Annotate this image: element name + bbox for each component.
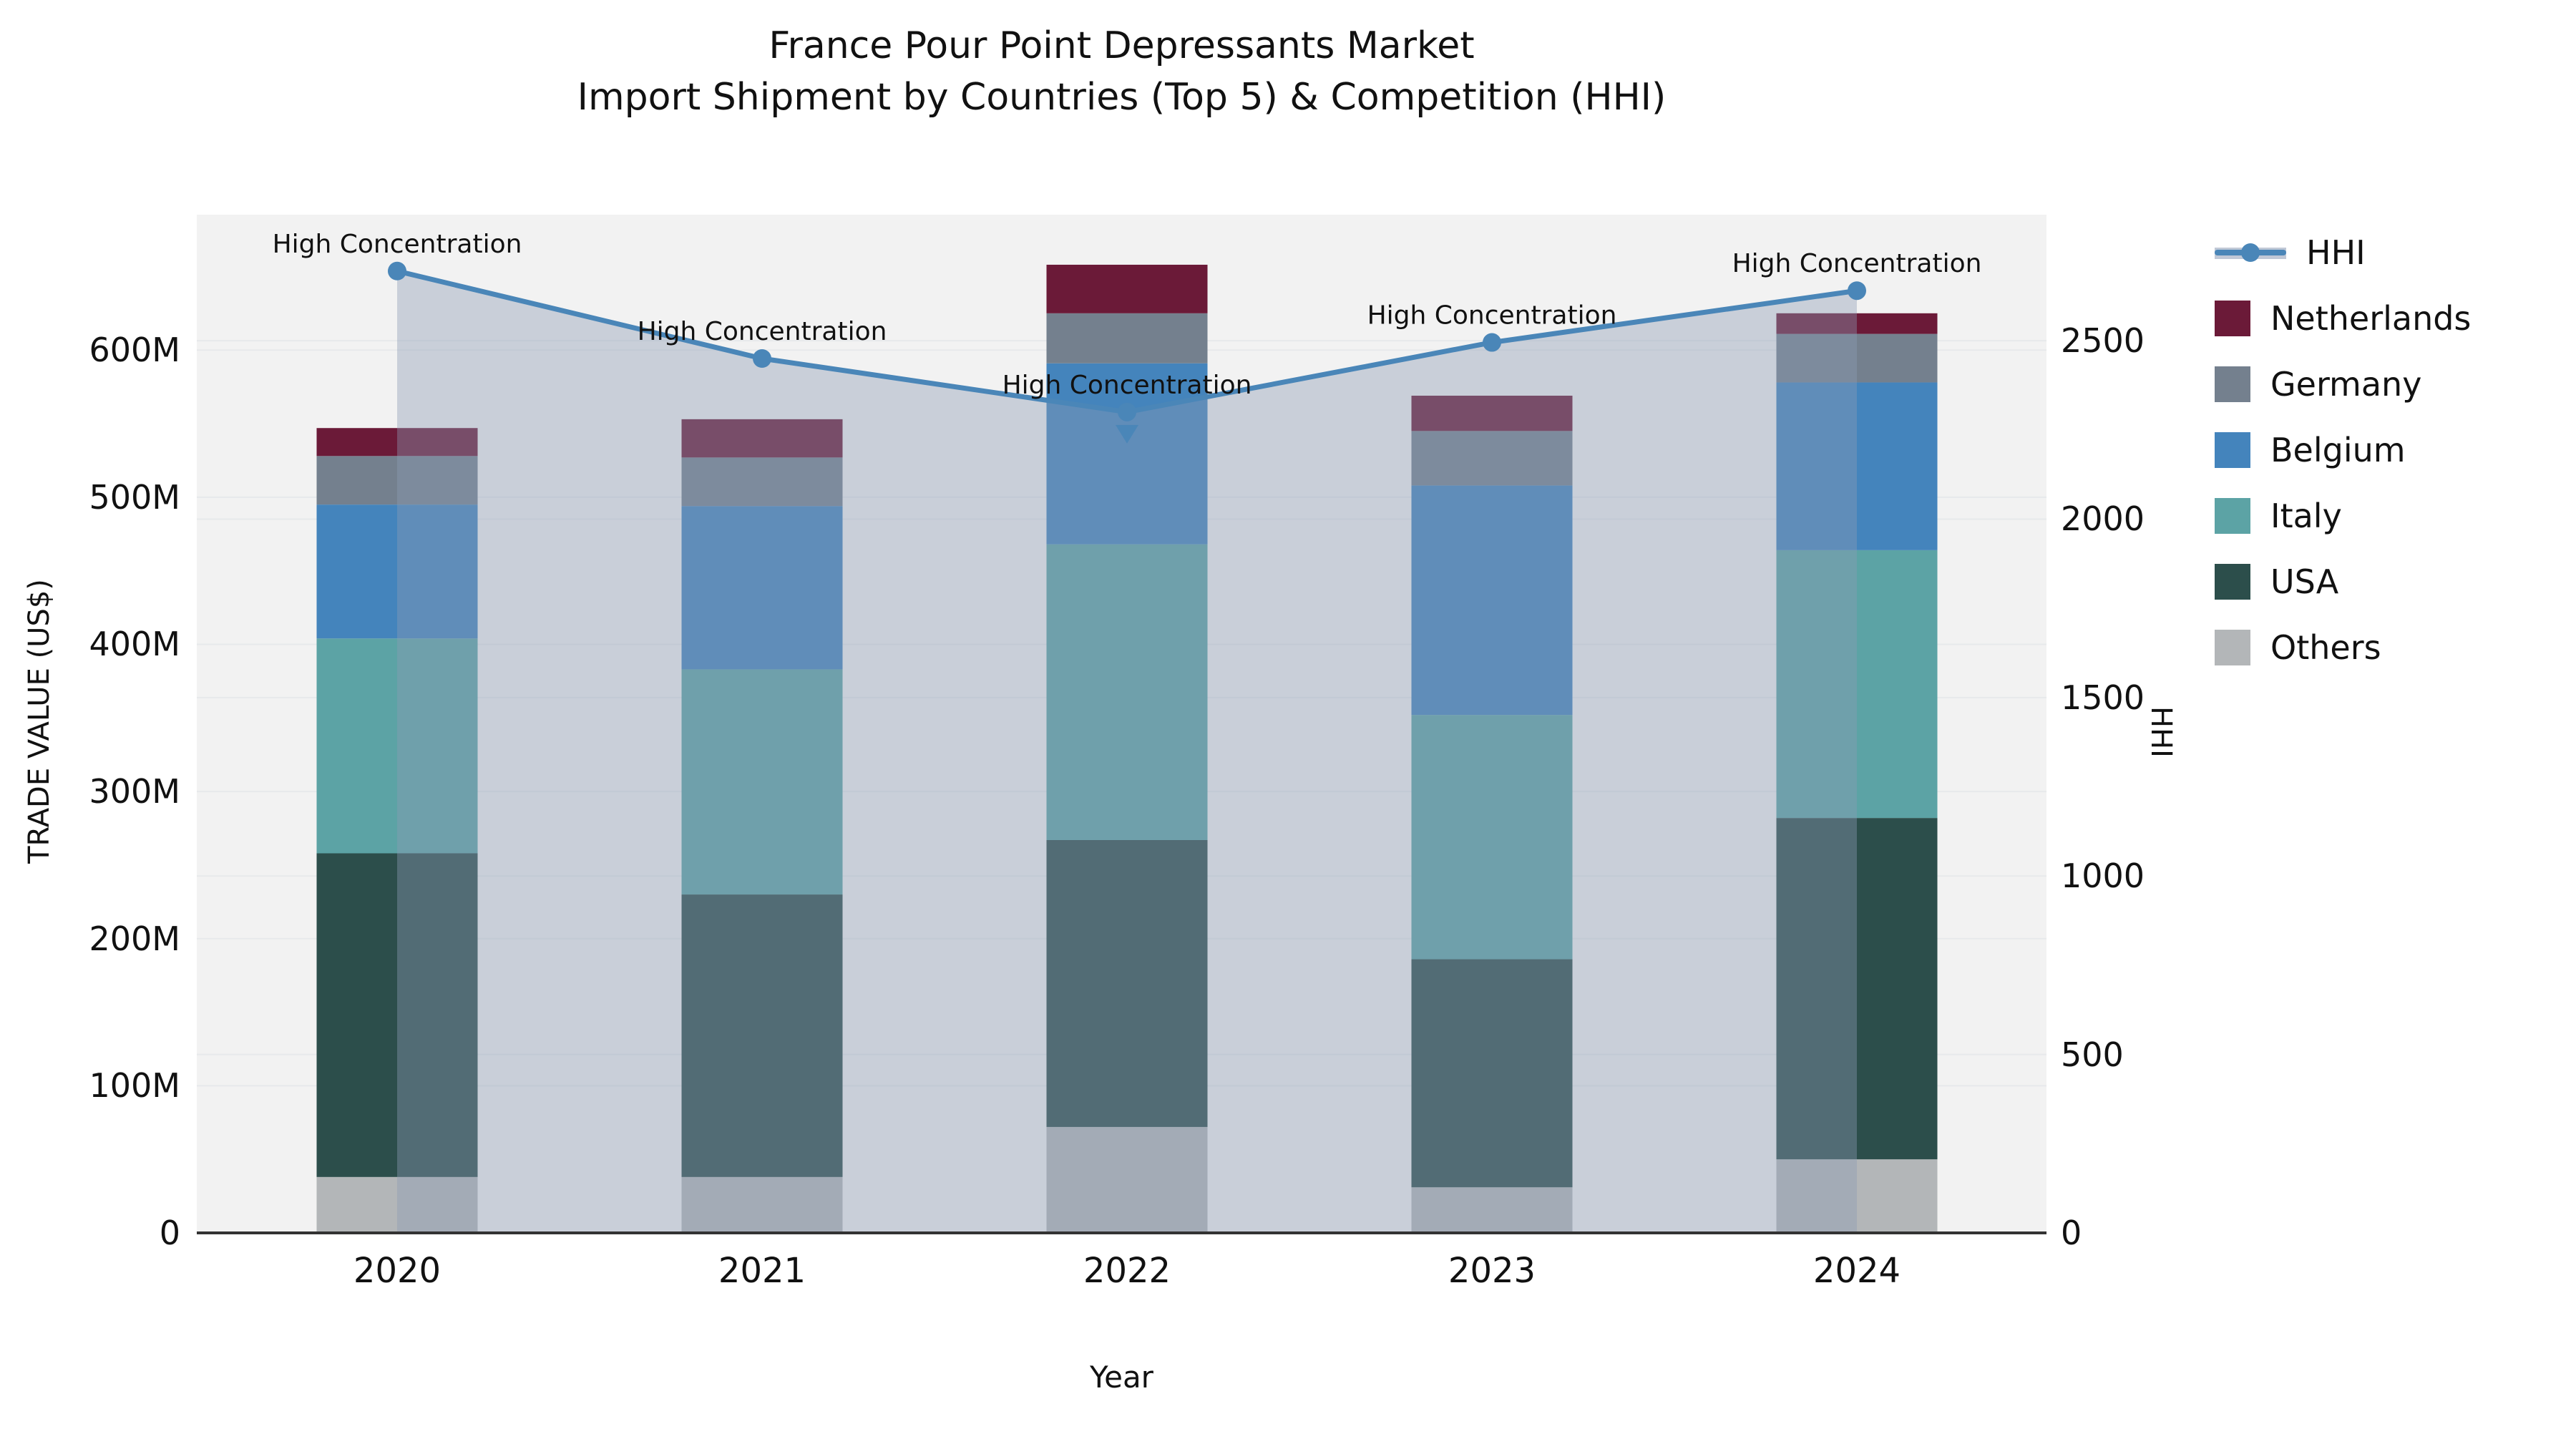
left-axis-label: TRADE VALUE (US$) bbox=[23, 579, 56, 864]
annotation-label-2022: High Concentration bbox=[1002, 371, 1252, 400]
bar-segment-germany-2022 bbox=[1046, 313, 1208, 364]
legend-item-germany: Germany bbox=[2215, 362, 2471, 406]
legend-item-usa: USA bbox=[2215, 560, 2471, 604]
bar-segment-italy-2021 bbox=[681, 669, 843, 895]
hhi-area bbox=[397, 270, 1857, 1234]
legend-label: HHI bbox=[2306, 233, 2366, 272]
bar-segment-italy-2024 bbox=[1776, 550, 1938, 819]
legend-item-hhi: HHI bbox=[2215, 230, 2471, 275]
bar-segment-germany-2021 bbox=[681, 457, 843, 507]
x-tick-label-2022: 2022 bbox=[1083, 1251, 1171, 1291]
right-tick-label-2000: 2000 bbox=[2061, 499, 2145, 539]
legend: HHI Netherlands Germany Belgium Italy USA Othe… bbox=[2215, 230, 2471, 670]
bar-segment-italy-2023 bbox=[1411, 715, 1573, 960]
bar-segment-germany-2024 bbox=[1776, 333, 1938, 383]
legend-label: USA bbox=[2270, 562, 2339, 601]
hhi-marker-2024 bbox=[1848, 281, 1866, 301]
bar-segment-others-2020 bbox=[316, 1176, 478, 1233]
bar-segment-italy-2020 bbox=[316, 638, 478, 854]
hhi-area-fill bbox=[397, 270, 1857, 1234]
plot-area: High Concentration High Concentration High… bbox=[197, 215, 2046, 1234]
bar-segment-netherlands-2023 bbox=[1411, 395, 1573, 431]
chart-title-block: France Pour Point Depressants Market Imp… bbox=[197, 20, 2046, 123]
legend-color-swatch-icon bbox=[2215, 564, 2250, 600]
left-tick-label-200M: 200M bbox=[89, 919, 181, 958]
x-axis-label: Year bbox=[1090, 1360, 1153, 1395]
right-tick-label-1000: 1000 bbox=[2061, 857, 2145, 896]
annotation-label-2021: High Concentration bbox=[638, 317, 887, 346]
bar-segment-belgium-2021 bbox=[681, 506, 843, 670]
annotation-label-2020: High Concentration bbox=[273, 230, 522, 259]
legend-label: Italy bbox=[2270, 497, 2342, 535]
x-tick-label-2024: 2024 bbox=[1813, 1251, 1901, 1291]
bar-segment-netherlands-2021 bbox=[681, 419, 843, 458]
hhi-marker-2021 bbox=[753, 349, 771, 369]
bar-segment-belgium-2023 bbox=[1411, 485, 1573, 716]
legend-line-swatch-icon bbox=[2215, 243, 2286, 262]
legend-color-swatch-icon bbox=[2215, 498, 2250, 534]
legend-item-belgium: Belgium bbox=[2215, 428, 2471, 472]
bar-segment-netherlands-2020 bbox=[316, 428, 478, 457]
right-tick-label-2500: 2500 bbox=[2061, 321, 2145, 361]
bar-segment-netherlands-2022 bbox=[1046, 264, 1208, 313]
bar-segment-belgium-2020 bbox=[316, 504, 478, 639]
chart-title: France Pour Point Depressants Market bbox=[769, 24, 1475, 67]
left-tick-label-300M: 300M bbox=[89, 772, 181, 811]
bar-segment-usa-2024 bbox=[1776, 818, 1938, 1160]
left-tick-label-100M: 100M bbox=[89, 1066, 181, 1106]
bar-segment-usa-2022 bbox=[1046, 839, 1208, 1127]
x-tick-label-2021: 2021 bbox=[718, 1251, 806, 1291]
left-tick-label-0: 0 bbox=[159, 1214, 180, 1252]
left-tick-label-600M: 600M bbox=[89, 331, 181, 370]
right-tick-label-0: 0 bbox=[2061, 1214, 2082, 1252]
right-tick-label-500: 500 bbox=[2061, 1035, 2124, 1074]
annotation-arrow-icon bbox=[1116, 424, 1138, 444]
right-axis-label: HHI bbox=[2145, 706, 2177, 758]
annotation-label-2023: High Concentration bbox=[1367, 301, 1617, 331]
bar-segment-usa-2023 bbox=[1411, 959, 1573, 1188]
bar-segment-belgium-2024 bbox=[1776, 382, 1938, 550]
left-tick-label-400M: 400M bbox=[89, 625, 181, 664]
legend-label: Netherlands bbox=[2270, 299, 2472, 338]
hhi-marker-2022 bbox=[1118, 402, 1136, 421]
legend-item-italy: Italy bbox=[2215, 494, 2471, 538]
right-tick-label-1500: 1500 bbox=[2061, 678, 2145, 717]
annotation-label-2024: High Concentration bbox=[1732, 249, 1982, 278]
annotations: High Concentration High Concentration High… bbox=[273, 230, 1982, 400]
bar-segment-others-2023 bbox=[1411, 1187, 1573, 1233]
bar-segment-usa-2021 bbox=[681, 894, 843, 1177]
bar-segment-germany-2020 bbox=[316, 456, 478, 505]
bar-segment-others-2022 bbox=[1046, 1126, 1208, 1233]
hhi-line-group bbox=[388, 261, 1866, 444]
legend-label: Others bbox=[2270, 628, 2381, 667]
bar-segment-italy-2022 bbox=[1046, 544, 1208, 840]
legend-label: Belgium bbox=[2270, 431, 2406, 469]
bar-segment-others-2021 bbox=[681, 1176, 843, 1233]
legend-color-swatch-icon bbox=[2215, 301, 2250, 336]
legend-color-swatch-icon bbox=[2215, 432, 2250, 468]
hhi-marker-2020 bbox=[388, 261, 406, 280]
legend-color-swatch-icon bbox=[2215, 630, 2250, 665]
bar-segment-usa-2020 bbox=[316, 853, 478, 1177]
bar-series bbox=[316, 264, 1938, 1233]
chart-subtitle: Import Shipment by Countries (Top 5) & C… bbox=[577, 76, 1667, 119]
legend-label: Germany bbox=[2270, 365, 2422, 404]
x-tick-label-2020: 2020 bbox=[353, 1251, 441, 1291]
bar-segment-netherlands-2024 bbox=[1776, 313, 1938, 334]
legend-line-marker-icon bbox=[2241, 243, 2260, 262]
bar-segment-belgium-2022 bbox=[1046, 363, 1208, 545]
x-tick-label-2023: 2023 bbox=[1448, 1251, 1536, 1291]
bar-segment-others-2024 bbox=[1776, 1159, 1938, 1233]
legend-item-others: Others bbox=[2215, 625, 2471, 670]
hhi-marker-2023 bbox=[1483, 333, 1501, 352]
legend-color-swatch-icon bbox=[2215, 366, 2250, 402]
legend-item-netherlands: Netherlands bbox=[2215, 296, 2471, 341]
left-tick-label-500M: 500M bbox=[89, 477, 181, 517]
bar-segment-germany-2023 bbox=[1411, 431, 1573, 486]
